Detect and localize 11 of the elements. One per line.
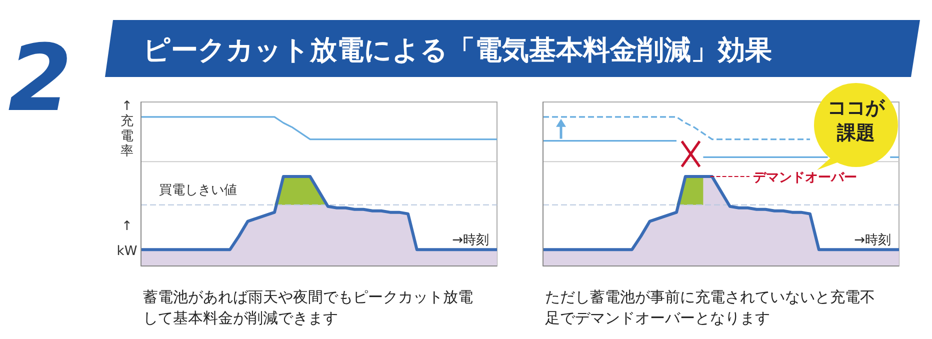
- y-axis-title: ↑kW: [116, 219, 138, 259]
- text: ピークカット放電による「電気基本料金削減」効果: [143, 35, 772, 66]
- text: 蓄電池があれば雨天や夜間でもピークカット放電して基本料金が削減できます: [143, 288, 473, 327]
- x-axis-title: →時刻: [452, 233, 489, 248]
- text: ただし蓄電池が事前に充電されていないと充電不足でデマンドオーバーとなります: [545, 288, 875, 327]
- y2-axis-title: ↑充電率: [120, 99, 134, 159]
- x-axis-title: →時刻: [854, 233, 891, 248]
- ref-line-label: 買電しきい値: [159, 182, 237, 198]
- annotation: ココが課題: [828, 97, 886, 144]
- annotation: デマンドオーバー: [753, 170, 858, 186]
- text: 2: [8, 25, 72, 132]
